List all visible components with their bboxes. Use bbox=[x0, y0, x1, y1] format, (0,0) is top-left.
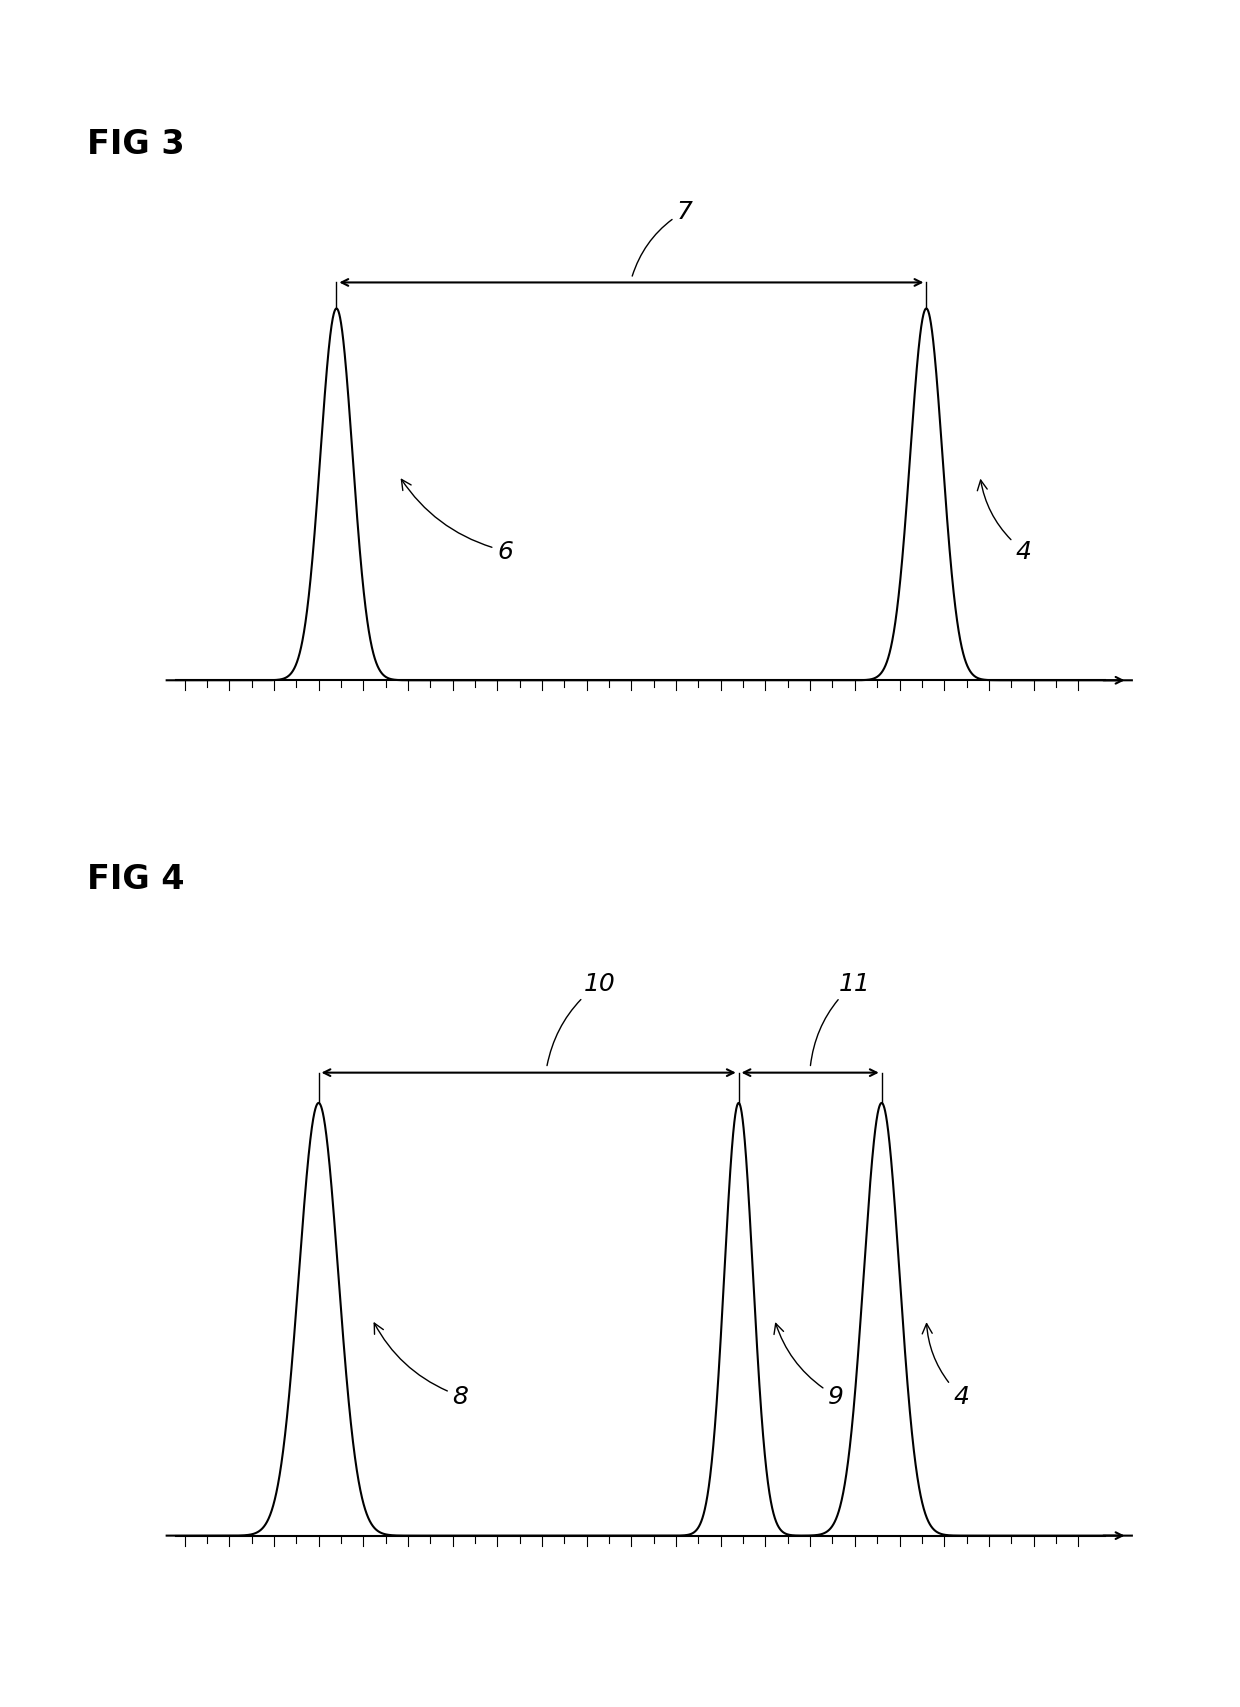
Text: 6: 6 bbox=[402, 480, 513, 563]
Text: FIG 4: FIG 4 bbox=[87, 862, 185, 894]
Text: 4: 4 bbox=[923, 1325, 968, 1408]
Text: 9: 9 bbox=[774, 1323, 844, 1408]
Text: 8: 8 bbox=[374, 1323, 469, 1408]
Text: 11: 11 bbox=[811, 971, 870, 1065]
Text: 4: 4 bbox=[977, 481, 1032, 563]
Text: 7: 7 bbox=[632, 200, 693, 277]
Text: 10: 10 bbox=[547, 971, 616, 1065]
Text: FIG 3: FIG 3 bbox=[87, 128, 185, 160]
